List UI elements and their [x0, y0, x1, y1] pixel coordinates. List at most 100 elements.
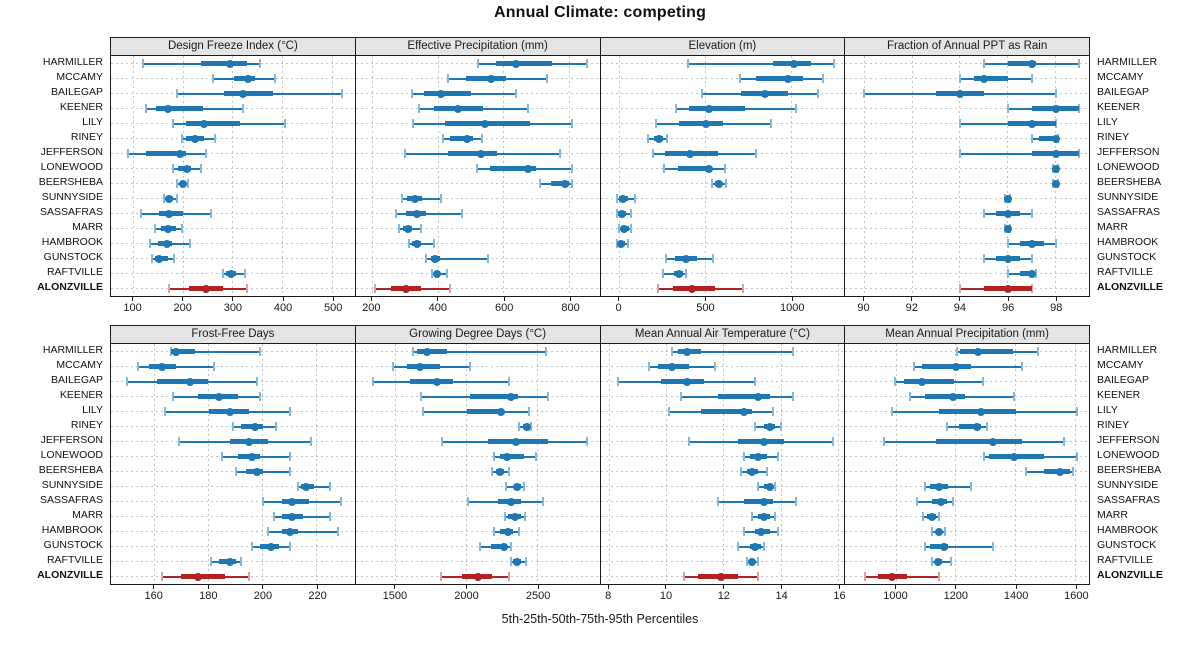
percentile-cap — [983, 452, 986, 461]
panel: Fraction of Annual PPT as Rain 90 92 94 96 98 — [844, 37, 1090, 321]
median-dot — [977, 407, 986, 416]
median-dot — [686, 149, 695, 158]
percentile-cap — [509, 557, 512, 566]
median-dot — [1051, 149, 1060, 158]
percentile-cap — [181, 134, 184, 143]
percentile-cap — [586, 437, 589, 446]
horizontal-gridline — [845, 213, 1089, 214]
location-label: MARR — [72, 509, 103, 521]
median-dot — [250, 422, 259, 431]
x-tick-mark — [781, 585, 783, 589]
percentile-cap — [421, 407, 424, 416]
median-dot — [506, 392, 515, 401]
vertical-gridline — [723, 344, 725, 584]
percentile-cap — [492, 452, 495, 461]
percentile-cap — [288, 542, 291, 551]
median-dot — [164, 104, 173, 113]
vertical-gridline — [395, 344, 397, 584]
location-label: LONEWOOD — [1097, 449, 1160, 461]
iqr-bar — [466, 409, 505, 414]
horizontal-gridline — [355, 561, 600, 562]
x-tick-label: 16 — [833, 590, 846, 602]
percentile-cap — [656, 284, 659, 293]
location-label: KEENER — [59, 101, 103, 113]
vertical-gridline — [608, 344, 610, 584]
percentile-cap — [467, 497, 470, 506]
location-label: HAMBROOK — [1097, 524, 1159, 536]
location-label: JEFFERSON — [40, 434, 103, 446]
percentile-cap — [585, 59, 588, 68]
percentile-cap — [168, 284, 171, 293]
location-label: RINEY — [70, 419, 103, 431]
horizontal-gridline — [355, 366, 600, 367]
location-label: HARMILLER — [42, 344, 103, 356]
percentile-cap — [523, 512, 526, 521]
x-tick-label: 400 — [273, 302, 293, 314]
percentile-cap — [440, 194, 443, 203]
panel-strip-title: Design Freeze Index (°C) — [110, 37, 356, 56]
percentile-cap — [411, 347, 414, 356]
iqr-bar — [1019, 271, 1032, 276]
percentile-cap — [791, 392, 794, 401]
horizontal-gridline — [600, 546, 845, 547]
percentile-cap — [655, 119, 658, 128]
percentile-cap — [172, 164, 175, 173]
x-tick-label: 2000 — [454, 590, 479, 602]
vertical-gridline — [959, 56, 961, 296]
percentile-cap — [274, 74, 277, 83]
median-dot — [1003, 224, 1012, 233]
percentile-cap — [394, 209, 397, 218]
median-dot — [748, 557, 757, 566]
percentile-cap — [774, 482, 777, 491]
horizontal-gridline — [845, 63, 1089, 64]
percentile-cap — [724, 179, 727, 188]
vertical-gridline — [569, 56, 571, 296]
median-dot — [238, 89, 247, 98]
x-tick-label: 400 — [428, 302, 447, 314]
percentile-cap — [284, 119, 287, 128]
x-tick-label: 500 — [696, 302, 715, 314]
location-labels-left: HARMILLER MCCAMY BAILEGAP KEENER LILY RINEY JE… — [0, 325, 110, 583]
horizontal-gridline — [845, 576, 1089, 577]
location-label: MCCAMY — [1097, 71, 1144, 83]
median-dot — [759, 512, 768, 521]
percentile-cap — [1030, 254, 1033, 263]
percentile-cap — [515, 89, 518, 98]
horizontal-gridline — [600, 426, 845, 427]
location-label: MARR — [1097, 509, 1128, 521]
iqr-bar — [718, 394, 770, 399]
percentile-cap — [528, 407, 531, 416]
percentile-cap — [754, 422, 757, 431]
horizontal-gridline — [111, 546, 355, 547]
vertical-gridline — [1015, 344, 1017, 584]
percentile-cap — [945, 422, 948, 431]
plot-area — [599, 56, 846, 297]
percentile-cap — [243, 269, 246, 278]
percentile-cap — [646, 134, 649, 143]
iqr-bar — [466, 76, 506, 81]
x-tick-label: 800 — [561, 302, 580, 314]
percentile-cap — [745, 557, 748, 566]
location-label: HARMILLER — [42, 56, 103, 68]
percentile-cap — [679, 392, 682, 401]
iqr-bar — [495, 61, 552, 66]
location-label: RAFTVILLE — [1097, 266, 1154, 278]
x-tick-mark — [262, 585, 264, 589]
percentile-cap — [1062, 437, 1065, 446]
iqr-bar — [181, 574, 225, 579]
percentile-cap — [1078, 149, 1081, 158]
median-dot — [1027, 59, 1036, 68]
vertical-gridline — [132, 56, 134, 296]
percentile-cap — [712, 254, 715, 263]
panels-row: Frost-Free Days 160 180 200 220 Growing Degre… — [110, 325, 1090, 609]
horizontal-gridline — [355, 531, 600, 532]
median-dot — [253, 467, 262, 476]
x-tick-mark — [282, 297, 284, 301]
vertical-gridline — [955, 344, 957, 584]
percentile-cap — [883, 437, 886, 446]
location-label: BEERSHEBA — [1097, 176, 1162, 188]
iqr-bar — [146, 151, 186, 156]
percentile-cap — [430, 269, 433, 278]
percentile-cap — [476, 59, 479, 68]
